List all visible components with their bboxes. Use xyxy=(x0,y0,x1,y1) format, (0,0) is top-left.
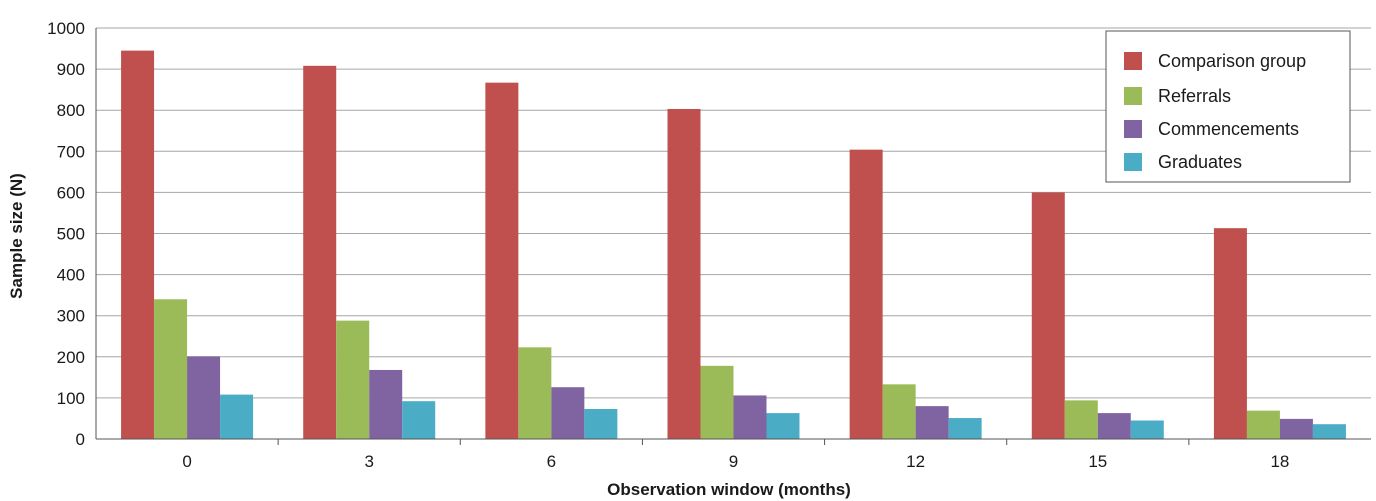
bar-comparison-group xyxy=(303,65,337,439)
x-tick-label: 12 xyxy=(906,452,925,471)
bar-comparison-group xyxy=(121,50,155,439)
bar-referrals xyxy=(336,320,370,439)
y-tick-label: 1000 xyxy=(47,19,85,38)
bar-commencements xyxy=(551,387,585,439)
bar-graduates xyxy=(220,394,254,439)
bar-comparison-group xyxy=(849,149,883,439)
x-tick-label: 18 xyxy=(1270,452,1289,471)
bar-graduates xyxy=(1130,420,1164,439)
bar-referrals xyxy=(1246,410,1280,439)
bar-graduates xyxy=(1312,424,1346,439)
bar-comparison-group xyxy=(485,82,519,440)
bar-comparison-group xyxy=(667,108,701,439)
y-tick-label: 600 xyxy=(57,183,85,202)
legend-box xyxy=(1105,30,1351,183)
legend-swatch xyxy=(1124,153,1142,171)
legend: Comparison group Referrals Commencements Gr… xyxy=(1105,30,1351,183)
bar-graduates xyxy=(766,413,800,439)
y-tick-label: 800 xyxy=(57,101,85,120)
legend-items: Comparison group Referrals Commencements Gr… xyxy=(1124,51,1306,172)
bars xyxy=(121,50,1346,440)
y-tick-label: 500 xyxy=(57,225,85,244)
x-tick-label: 0 xyxy=(182,452,191,471)
legend-label: Referrals xyxy=(1158,86,1231,106)
bar-referrals xyxy=(518,347,552,439)
y-axis-title: Sample size (N) xyxy=(7,173,26,299)
bar-comparison-group xyxy=(1213,228,1247,439)
y-tick-label: 400 xyxy=(57,266,85,285)
tick-labels: 0 100 200 300 400 500 600 700 800 900 1000 0 3 6 9 12 15… xyxy=(47,19,1289,471)
x-tick-label: 3 xyxy=(364,452,373,471)
bar-comparison-group xyxy=(1031,192,1065,439)
bar-graduates xyxy=(584,408,618,439)
x-tick-label: 9 xyxy=(729,452,738,471)
bar-commencements xyxy=(1279,418,1313,439)
bar-graduates xyxy=(948,418,982,439)
y-tick-label: 700 xyxy=(57,142,85,161)
bar-referrals xyxy=(1064,400,1098,439)
legend-label: Comparison group xyxy=(1158,51,1306,71)
axes xyxy=(95,28,1371,445)
y-tick-label: 200 xyxy=(57,348,85,367)
bar-commencements xyxy=(369,369,403,439)
legend-label: Commencements xyxy=(1158,119,1299,139)
bar-referrals xyxy=(154,299,188,439)
legend-swatch xyxy=(1124,120,1142,138)
legend-swatch xyxy=(1124,52,1142,70)
y-tick-label: 300 xyxy=(57,307,85,326)
bar-commencements xyxy=(733,395,767,439)
bar-commencements xyxy=(915,406,949,439)
legend-swatch xyxy=(1124,87,1142,105)
bar-referrals xyxy=(882,384,916,439)
bar-commencements xyxy=(1097,413,1131,439)
y-tick-label: 0 xyxy=(76,430,85,449)
x-axis-title: Observation window (months) xyxy=(607,480,851,499)
bar-referrals xyxy=(700,365,734,439)
x-tick-label: 15 xyxy=(1088,452,1107,471)
bar-commencements xyxy=(187,356,221,439)
bar-graduates xyxy=(402,401,436,439)
y-tick-label: 900 xyxy=(57,60,85,79)
x-tick-label: 6 xyxy=(547,452,556,471)
y-tick-label: 100 xyxy=(57,389,85,408)
legend-label: Graduates xyxy=(1158,152,1242,172)
